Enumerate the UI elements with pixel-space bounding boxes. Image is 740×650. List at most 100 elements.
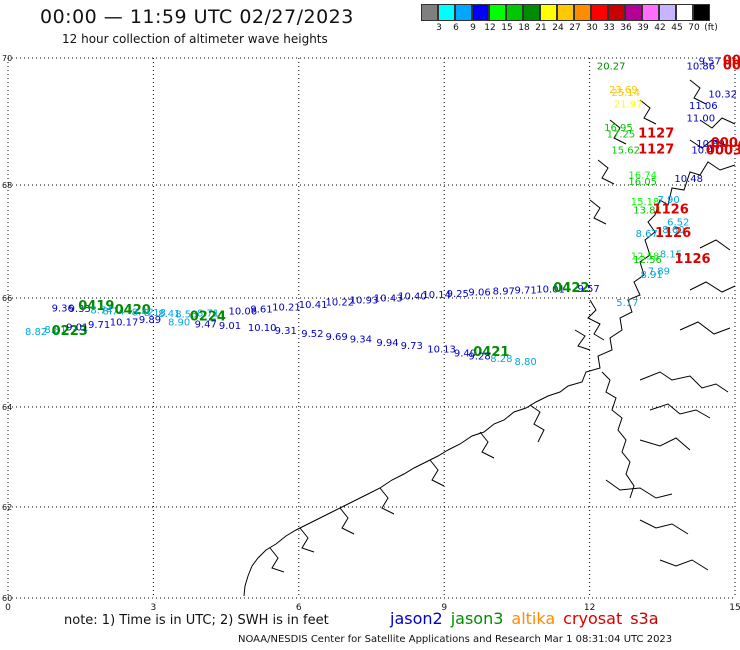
wave-height-label: 8.71: [197, 309, 219, 320]
pass-time-label: 000: [723, 58, 740, 73]
wave-height-label: 10.17: [110, 317, 139, 328]
pass-time-label: 0419: [78, 299, 114, 314]
pass-time-label: 0224: [190, 309, 226, 324]
lat-tick-label: 60: [2, 594, 12, 603]
wave-height-label: 9.69: [325, 332, 347, 343]
wave-height-label: 12.58: [631, 252, 660, 263]
wave-height-label: 9.01: [66, 323, 88, 334]
scale-swatch: [659, 4, 676, 21]
wave-height-label: 8.41: [158, 309, 180, 320]
scale-swatch: [676, 4, 693, 21]
scale-label: 15: [501, 23, 513, 33]
wave-height-label: 10.32: [708, 89, 737, 100]
scale-label: 30: [586, 23, 598, 33]
footer-note: note: 1) Time is in UTC; 2) SWH is in fe…: [64, 613, 329, 628]
scale-label: 12: [484, 23, 496, 33]
legend-jason3: jason3: [450, 609, 504, 628]
wave-height-label: 10.43: [374, 293, 403, 304]
lat-tick-label: 62: [2, 503, 12, 512]
lon-tick-label: 9: [441, 603, 447, 613]
wave-height-label: 15.62: [611, 145, 640, 156]
wave-height-label: 9.73: [401, 341, 423, 352]
wave-height-label: 23.69: [609, 85, 638, 96]
wave-height-label: 21.97: [614, 100, 643, 111]
lat-tick-label: 64: [2, 403, 12, 412]
lon-tick-label: 3: [151, 603, 157, 613]
axis-tick-labels: 0 3 6 9 12 15 70 68 66 64 62 60: [2, 54, 740, 613]
wave-height-label: 9.34: [350, 335, 372, 346]
wave-height-label: 13.81: [633, 205, 662, 216]
wave-height-label: 9.06: [468, 288, 490, 299]
wave-height-label: 11.06: [689, 101, 718, 112]
scale-label: 9: [470, 23, 476, 33]
scale-swatch: [506, 4, 523, 21]
wave-height-label: 15.18: [631, 197, 660, 208]
wave-height-label: 7.89: [648, 266, 670, 277]
wave-height-label: 10.06: [229, 306, 258, 317]
legend-jason2: jason2: [390, 609, 443, 628]
wave-height-label: 10.41: [299, 300, 328, 311]
wave-height-label: 9.89: [139, 315, 161, 326]
scale-label: 3: [436, 23, 442, 33]
scale-label: 36: [620, 23, 632, 33]
wave-height-label: 10.01: [536, 284, 565, 295]
wave-height-label: 8.91: [640, 270, 662, 281]
pass-time-label: 0003: [706, 144, 740, 159]
wave-height-label: 5.17: [616, 298, 638, 309]
scale-label: 18: [518, 23, 530, 33]
scale-swatch: [642, 4, 659, 21]
wave-height-label: 8.42: [132, 307, 154, 318]
wave-height-label: 9.57: [577, 284, 599, 295]
wave-height-label: 8.74: [103, 306, 125, 317]
wave-height-label: 8.74: [90, 305, 112, 316]
pass-time-label: 1126: [674, 252, 710, 267]
wave-height-label: 16.05: [628, 177, 657, 188]
wave-height-label: 25.14: [611, 88, 640, 99]
scale-swatch: [557, 4, 574, 21]
legend-cryosat: cryosat: [563, 609, 623, 628]
wave-height-label: 10.21: [272, 303, 301, 314]
map-subtitle: 12 hour collection of altimeter wave hei…: [62, 32, 328, 46]
wave-height-label: 9.25: [447, 289, 469, 300]
scale-swatch: [693, 4, 710, 21]
wave-height-label: 8.67: [636, 229, 658, 240]
wave-height-label: 9.94: [376, 338, 398, 349]
wave-height-label: 9.71: [514, 285, 536, 296]
scale-label: 39: [637, 23, 649, 33]
scale-swatch: [489, 4, 506, 21]
scale-swatch: [472, 4, 489, 21]
wave-height-label: 8.15: [660, 249, 682, 260]
scale-swatch: [540, 4, 557, 21]
wave-height-label: 8.18: [144, 308, 166, 319]
pass-time-label: 1127: [638, 126, 674, 141]
lon-tick-label: 0: [5, 603, 11, 613]
wave-height-label: 9.61: [250, 305, 272, 316]
wave-height-label: 10.10: [248, 323, 277, 334]
wave-height-label: 9.71: [88, 320, 110, 331]
wave-height-label: 9.31: [275, 326, 297, 337]
scale-label: 27: [569, 23, 581, 33]
wave-height-label: 10.22: [325, 298, 354, 309]
wave-height-label: 10.48: [674, 174, 703, 185]
wave-height-label: 9.40: [454, 348, 476, 359]
scale-label: 70: [688, 23, 700, 33]
satellite-legend: jason2 jason3 altika cryosat s3a: [390, 609, 667, 628]
wave-height-label: 8.90: [168, 317, 190, 328]
wave-height-label: 10.13: [427, 345, 456, 356]
wave-height-label: 10.14: [422, 290, 451, 301]
wave-height-label: 20.27: [597, 61, 626, 72]
scale-label: 33: [603, 23, 615, 33]
wave-height-label: 9.52: [301, 329, 323, 340]
wave-height-label: 17.25: [607, 129, 636, 140]
wave-height-label: 9.01: [219, 321, 241, 332]
wave-height-label: 10.89: [696, 139, 725, 150]
scale-swatch: [574, 4, 591, 21]
wave-height-label: 6.52: [667, 218, 689, 229]
lon-tick-label: 6: [296, 603, 302, 613]
wave-height-label: 8.80: [514, 357, 536, 368]
footer-credit: NOAA/NESDIS Center for Satellite Applica…: [238, 634, 673, 645]
wave-height-observations: 9.369.3504198.748.7404208.428.188.418.53…: [25, 53, 740, 368]
coastline-norway: [243, 79, 736, 597]
pass-time-label: 1126: [653, 202, 689, 217]
